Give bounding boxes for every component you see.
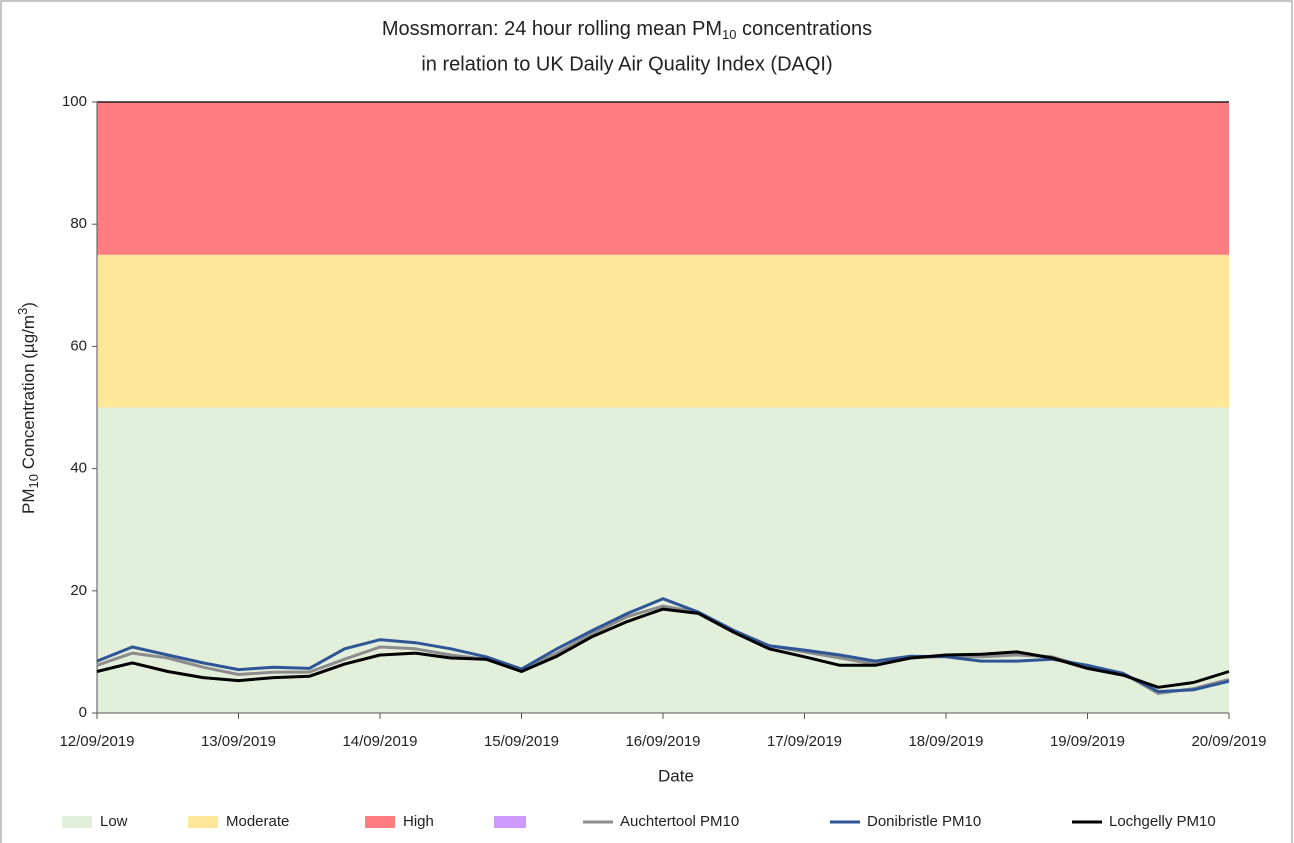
legend-label: Low [100, 813, 128, 830]
series-line [96, 607, 1230, 689]
title-part: Mossmorran: 24 hour rolling mean PM [382, 18, 722, 40]
x-tick-label: 12/09/2019 [59, 733, 134, 750]
band [97, 407, 1229, 713]
y-title-subscript: 10 [26, 474, 41, 488]
band [97, 102, 1229, 255]
y-tick-label: 20 [70, 582, 87, 599]
x-axis-title: Date [658, 766, 694, 785]
title-part: concentrations [736, 18, 872, 40]
chart-subtitle: in relation to UK Daily Air Quality Inde… [421, 53, 832, 75]
series-line [96, 597, 1230, 694]
chart-title: Mossmorran: 24 hour rolling mean PM10 co… [382, 18, 872, 42]
x-tick-label: 14/09/2019 [342, 733, 417, 750]
x-tick-label: 16/09/2019 [625, 733, 700, 750]
legend-swatch [365, 816, 395, 828]
y-title-part: PM [19, 488, 38, 514]
y-tick-label: 0 [79, 704, 87, 721]
x-tick-label: 13/09/2019 [201, 733, 276, 750]
y-title-part: Concentration (µg/m [19, 315, 38, 474]
y-title-part: ) [19, 302, 38, 308]
legend-label: High [403, 813, 434, 830]
x-tick-label: 20/09/2019 [1191, 733, 1266, 750]
x-tick-label: 15/09/2019 [484, 733, 559, 750]
legend-label: Lochgelly PM10 [1109, 813, 1216, 830]
y-title-superscript: 3 [15, 308, 30, 315]
y-axis-title: PM10 Concentration (µg/m3) [15, 302, 41, 514]
y-tick-label: 100 [62, 93, 87, 110]
y-tick-label: 40 [70, 460, 87, 477]
x-tick-label: 17/09/2019 [767, 733, 842, 750]
y-tick-label: 60 [70, 337, 87, 354]
legend-label: Moderate [226, 813, 289, 830]
legend-swatch [62, 816, 92, 828]
legend-label: Donibristle PM10 [867, 813, 981, 830]
y-tick-label: 80 [70, 215, 87, 232]
x-tick-label: 19/09/2019 [1050, 733, 1125, 750]
legend-label: Auchtertool PM10 [620, 813, 739, 830]
legend-swatch-unlabeled [494, 816, 526, 828]
x-tick-label: 18/09/2019 [908, 733, 983, 750]
band [97, 254, 1229, 408]
title-subscript: 10 [722, 27, 736, 42]
legend-swatch [188, 816, 218, 828]
